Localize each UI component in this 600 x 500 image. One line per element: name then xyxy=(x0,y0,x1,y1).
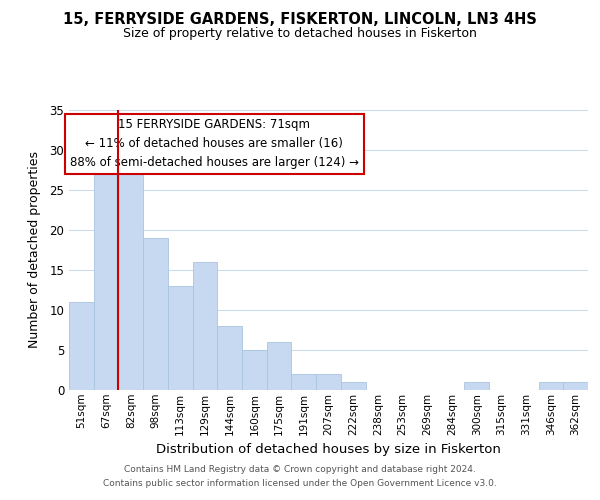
Text: Size of property relative to detached houses in Fiskerton: Size of property relative to detached ho… xyxy=(123,28,477,40)
Bar xyxy=(69,302,94,390)
Bar xyxy=(563,382,588,390)
Bar xyxy=(168,286,193,390)
Bar xyxy=(118,158,143,390)
Bar xyxy=(143,238,168,390)
Bar xyxy=(267,342,292,390)
Bar xyxy=(316,374,341,390)
Bar xyxy=(292,374,316,390)
Bar xyxy=(464,382,489,390)
Bar xyxy=(341,382,365,390)
Text: Contains HM Land Registry data © Crown copyright and database right 2024.
Contai: Contains HM Land Registry data © Crown c… xyxy=(103,466,497,487)
Text: 15 FERRYSIDE GARDENS: 71sqm
← 11% of detached houses are smaller (16)
88% of sem: 15 FERRYSIDE GARDENS: 71sqm ← 11% of det… xyxy=(70,118,359,170)
Bar xyxy=(94,166,118,390)
Text: 15, FERRYSIDE GARDENS, FISKERTON, LINCOLN, LN3 4HS: 15, FERRYSIDE GARDENS, FISKERTON, LINCOL… xyxy=(63,12,537,28)
Bar xyxy=(217,326,242,390)
Bar xyxy=(193,262,217,390)
Y-axis label: Number of detached properties: Number of detached properties xyxy=(28,152,41,348)
Bar xyxy=(242,350,267,390)
Bar xyxy=(539,382,563,390)
X-axis label: Distribution of detached houses by size in Fiskerton: Distribution of detached houses by size … xyxy=(156,443,501,456)
